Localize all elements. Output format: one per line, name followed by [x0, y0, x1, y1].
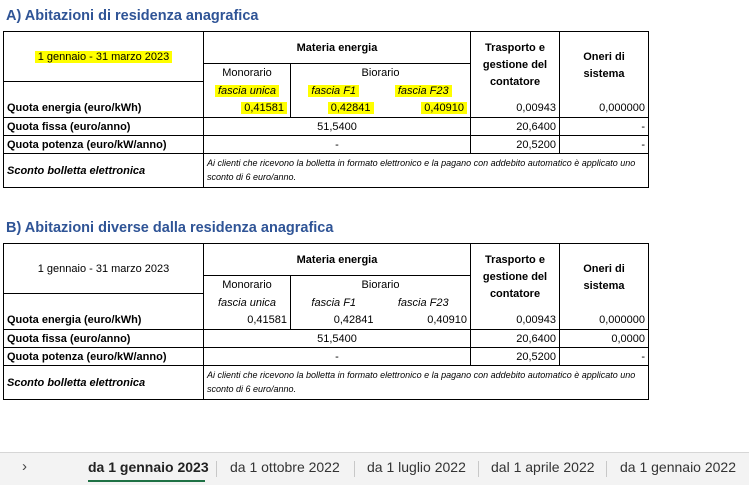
table-row: Sconto bolletta elettronica Ai clienti c…	[3, 153, 649, 188]
value-cell: 20,6400	[470, 329, 560, 348]
empty-label-cell	[3, 81, 204, 100]
row-label: Quota fissa (euro/anno)	[3, 329, 204, 348]
table-row: Quota potenza (euro/kW/anno) - 20,5200 -	[3, 135, 649, 154]
value-cell: 51,5400	[203, 329, 471, 348]
biorario-header: Biorario	[290, 275, 471, 294]
value-cell: 20,6400	[470, 117, 560, 136]
table-row: Quota energia (euro/kWh) 0,41581 0,42841…	[3, 99, 649, 118]
value-cell: -	[203, 135, 471, 154]
value-cell: 0,41581	[241, 102, 287, 115]
fascia-f1-label: fascia F1	[308, 84, 360, 97]
tab-separator	[606, 461, 607, 477]
value-cell: -	[559, 135, 649, 154]
value-cell: -	[559, 347, 649, 366]
section-a-table: 1 gennaio - 31 marzo 2023 Materia energi…	[3, 31, 649, 188]
tab-separator	[478, 461, 479, 477]
row-label: Quota potenza (euro/kW/anno)	[3, 135, 204, 154]
row-label: Quota potenza (euro/kW/anno)	[3, 347, 204, 366]
value-cell: 20,5200	[470, 135, 560, 154]
table-row: Quota energia (euro/kWh) 0,41581 0,42841…	[3, 311, 649, 330]
value-cell: 0,00943	[470, 99, 560, 118]
oneri-header: Oneri di sistema	[559, 243, 649, 312]
row-label: Quota energia (euro/kWh)	[3, 99, 204, 118]
row-label: Quota energia (euro/kWh)	[3, 311, 204, 330]
value-cell: 0,000000	[559, 311, 649, 330]
tab-da-1-gennaio-2022[interactable]: da 1 gennaio 2022	[620, 459, 736, 475]
row-label: Quota fissa (euro/anno)	[3, 117, 204, 136]
value-cell: -	[203, 347, 471, 366]
biorario-header: Biorario	[290, 63, 471, 82]
section-b-title: B) Abitazioni diverse dalla residenza an…	[6, 220, 334, 236]
value-cell: 0,00943	[470, 311, 560, 330]
value-cell: 0,42841	[290, 311, 377, 330]
empty-label-cell	[3, 293, 204, 312]
period-cell: 1 gennaio - 31 marzo 2023	[3, 243, 204, 294]
value-cell: 0,0000	[559, 329, 649, 348]
fascia-unica-label: fascia unica	[214, 84, 280, 97]
value-cell: 0,41581	[203, 311, 291, 330]
period-cell: 1 gennaio - 31 marzo 2023	[3, 31, 204, 82]
trasporto-header: Trasporto e gestione del contatore	[470, 31, 560, 100]
value-cell: 0,000000	[559, 99, 649, 118]
tab-da-1-luglio-2022[interactable]: da 1 luglio 2022	[367, 459, 466, 475]
table-row: Quota fissa (euro/anno) 51,5400 20,6400 …	[3, 117, 649, 136]
tab-da-1-gennaio-2023[interactable]: da 1 gennaio 2023	[88, 459, 209, 475]
value-cell: 51,5400	[203, 117, 471, 136]
sconto-note: Ai clienti che ricevono la bolletta in f…	[203, 153, 649, 188]
sheet-tab-bar: › da 1 gennaio 2023 da 1 ottobre 2022 da…	[0, 452, 749, 485]
table-row: Quota potenza (euro/kW/anno) - 20,5200 -	[3, 347, 649, 366]
tab-da-1-ottobre-2022[interactable]: da 1 ottobre 2022	[230, 459, 340, 475]
tab-scroll-right-icon[interactable]: ›	[22, 458, 27, 475]
period-label: 1 gennaio - 31 marzo 2023	[34, 50, 173, 63]
fascia-f23-label: fascia F23	[394, 84, 452, 97]
materia-energia-header: Materia energia	[203, 31, 471, 64]
tab-dal-1-aprile-2022[interactable]: dal 1 aprile 2022	[491, 459, 595, 475]
monorario-header: Monorario	[203, 275, 291, 294]
active-tab-indicator	[88, 480, 205, 482]
period-label: 1 gennaio - 31 marzo 2023	[37, 262, 170, 275]
section-a-title: A) Abitazioni di residenza anagrafica	[6, 8, 259, 24]
tab-separator	[354, 461, 355, 477]
fascia-f1-label: fascia F1	[311, 296, 357, 309]
section-b-table: 1 gennaio - 31 marzo 2023 Materia energi…	[3, 243, 649, 400]
table-row: Sconto bolletta elettronica Ai clienti c…	[3, 365, 649, 400]
row-label: Sconto bolletta elettronica	[3, 153, 204, 188]
fascia-unica-label: fascia unica	[203, 293, 291, 312]
value-cell: 0,40910	[376, 311, 471, 330]
value-cell: 0,40910	[421, 102, 467, 115]
value-cell: 0,42841	[327, 102, 374, 115]
value-cell: -	[559, 117, 649, 136]
sconto-note: Ai clienti che ricevono la bolletta in f…	[203, 365, 649, 400]
table-row: Quota fissa (euro/anno) 51,5400 20,6400 …	[3, 329, 649, 348]
row-label: Sconto bolletta elettronica	[3, 365, 204, 400]
oneri-header: Oneri di sistema	[559, 31, 649, 100]
monorario-header: Monorario	[203, 63, 291, 82]
trasporto-header: Trasporto e gestione del contatore	[470, 243, 560, 312]
tab-separator	[216, 461, 217, 477]
value-cell: 20,5200	[470, 347, 560, 366]
tab-label: da 1 gennaio 2023	[88, 459, 209, 475]
materia-energia-header: Materia energia	[203, 243, 471, 276]
fascia-f23-label: fascia F23	[376, 293, 471, 312]
